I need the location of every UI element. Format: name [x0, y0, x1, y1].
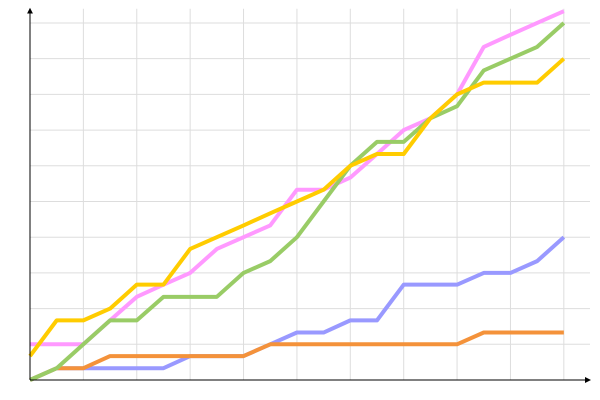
series-line — [30, 9, 565, 347]
series-line — [28, 57, 566, 358]
series-line — [29, 330, 564, 382]
series-line — [29, 235, 566, 382]
series-line — [29, 21, 566, 382]
